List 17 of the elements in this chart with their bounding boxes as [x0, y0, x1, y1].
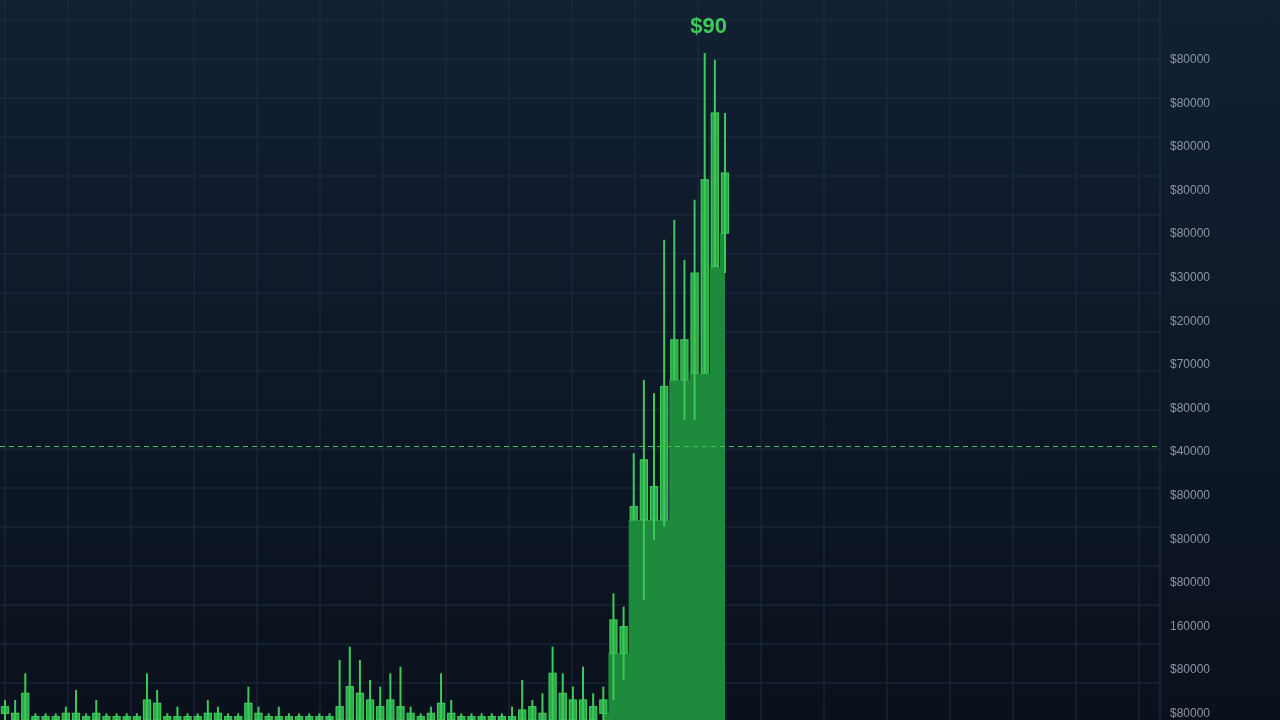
- text: $20000: [1170, 313, 1211, 328]
- text: $80000: [1170, 662, 1211, 677]
- text: $80000: [1170, 182, 1211, 197]
- text: 160000: [1170, 618, 1211, 633]
- text: $80000: [1170, 226, 1211, 241]
- text: $80000: [1170, 488, 1211, 502]
- text: $80000: [1170, 52, 1211, 66]
- chart-title: $90: [690, 13, 728, 38]
- text: $80000: [1170, 575, 1211, 590]
- text: $40000: [1170, 444, 1211, 459]
- text: $70000: [1170, 357, 1211, 372]
- text: $80000: [1170, 139, 1211, 154]
- text: $80000: [1170, 400, 1211, 415]
- text: $80000: [1170, 95, 1211, 110]
- text: $80000: [1170, 706, 1211, 720]
- text: $30000: [1170, 270, 1211, 284]
- text: $80000: [1170, 531, 1211, 546]
